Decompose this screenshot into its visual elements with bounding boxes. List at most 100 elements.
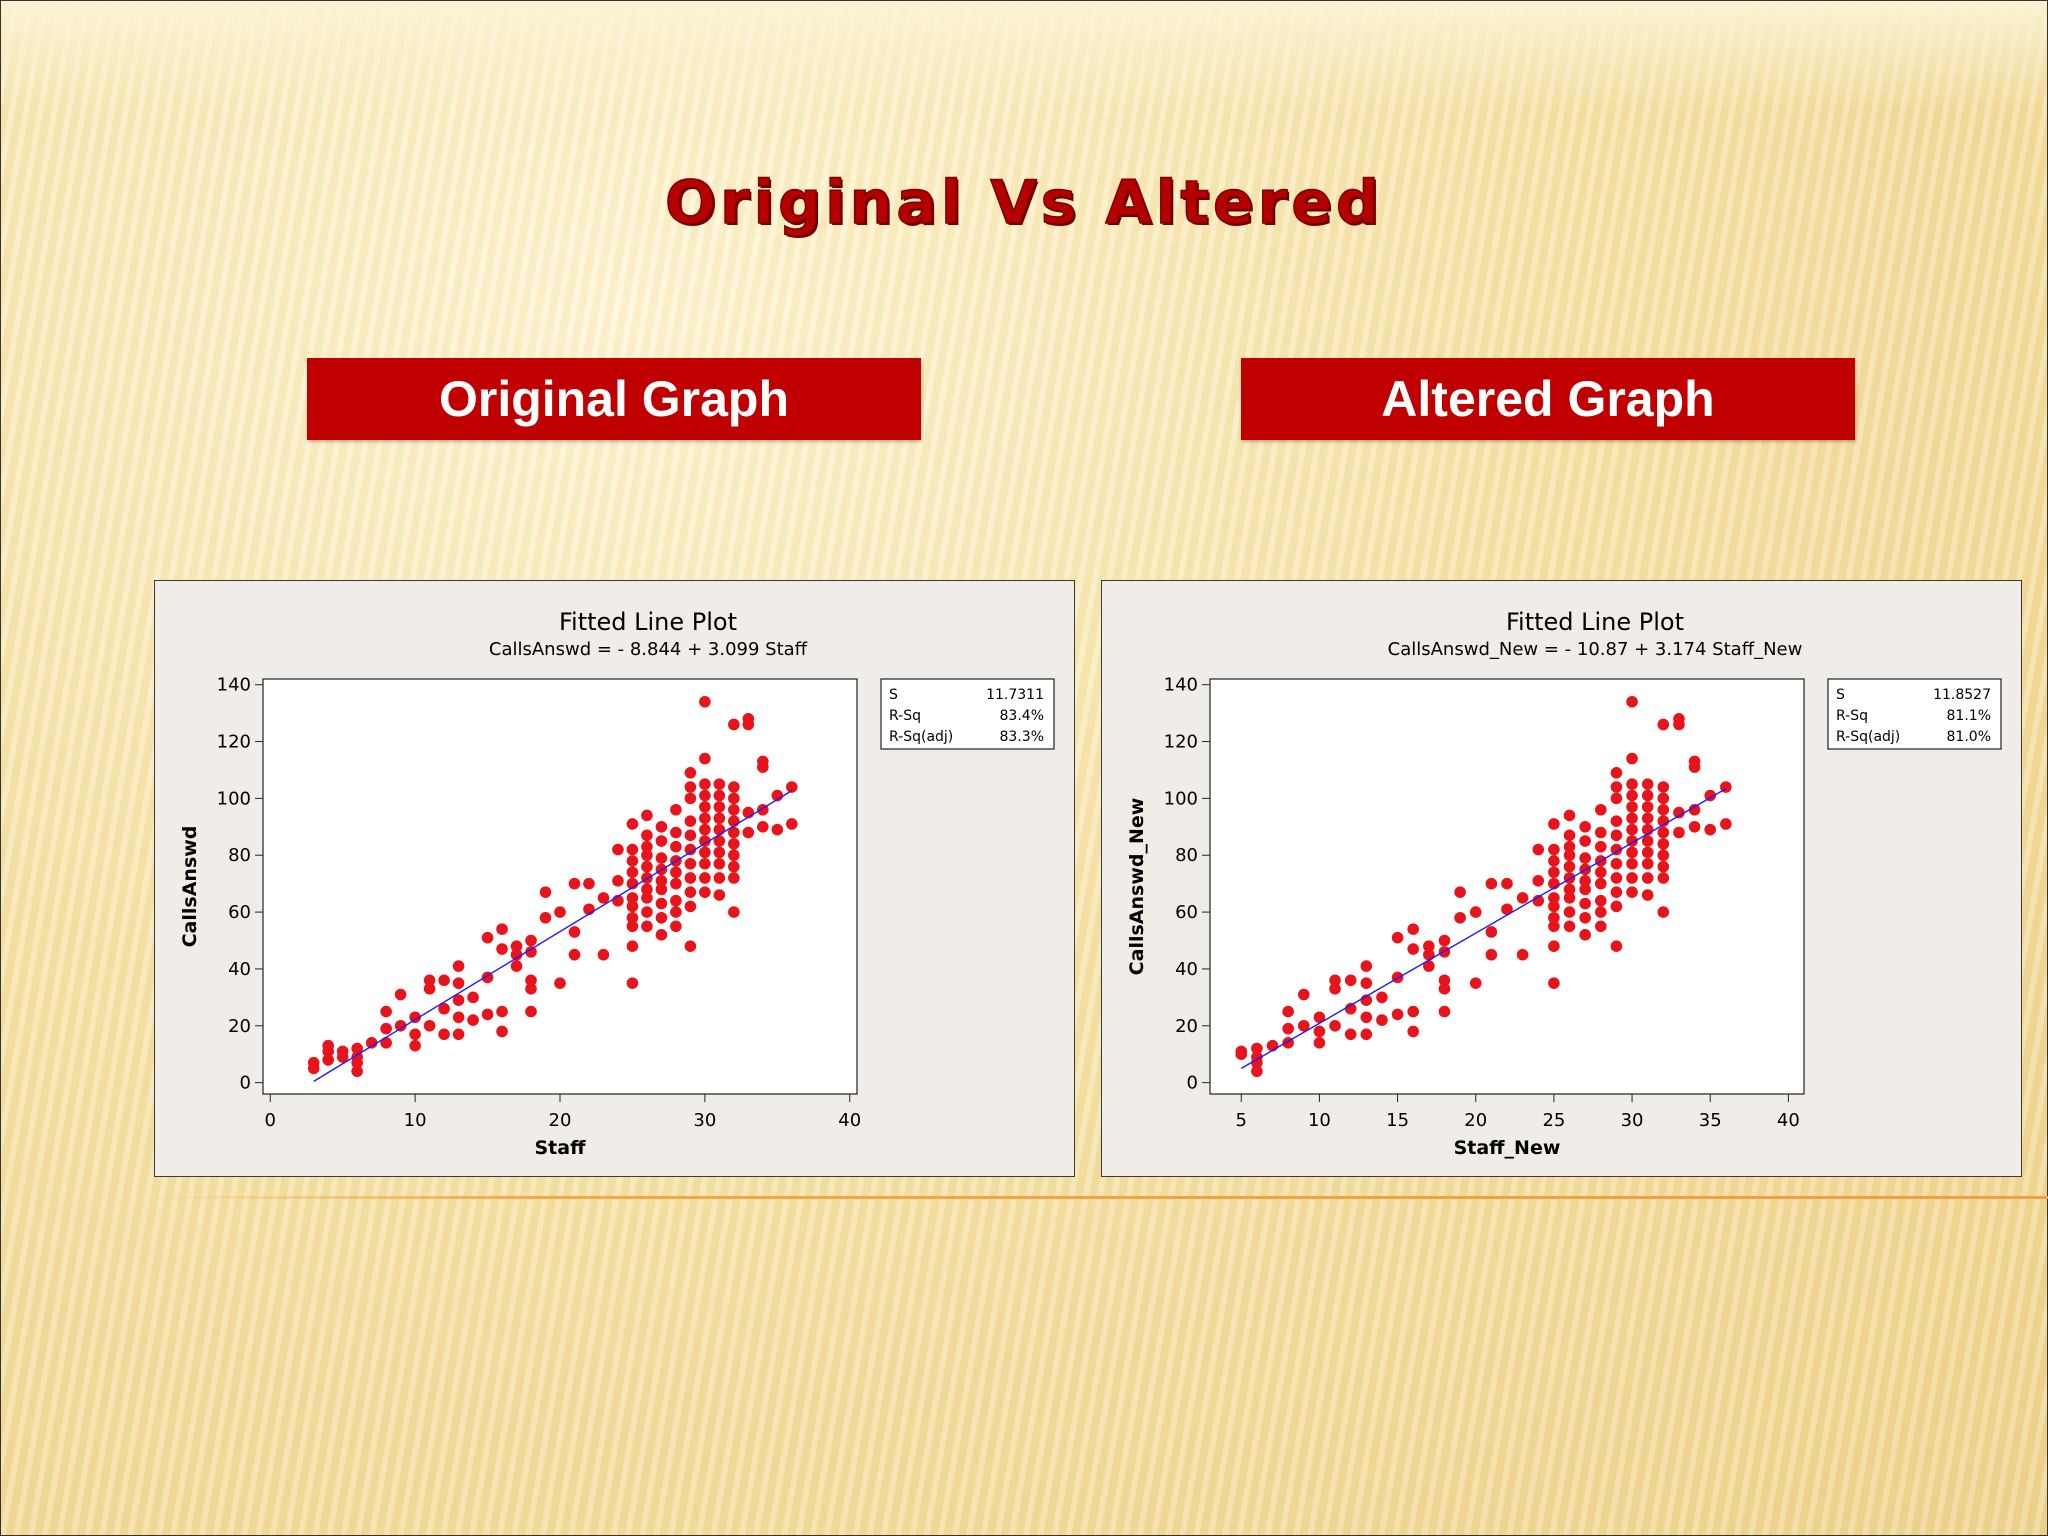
data-point [1594,803,1607,816]
data-point [1610,815,1623,827]
data-point [641,829,653,842]
data-point [452,977,465,989]
data-point [1344,1002,1357,1015]
data-point [626,977,639,989]
y-tick-label: 0 [240,1073,251,1094]
data-point [1548,855,1560,867]
data-point [1563,892,1576,904]
data-point [1407,1005,1420,1018]
x-tick-label: 10 [1308,1110,1331,1131]
data-point [1626,812,1638,825]
data-point [1626,872,1638,884]
data-point [1548,977,1560,989]
chart-subtitle: CallsAnswd_New = - 10.87 + 3.174 Staff_N… [1388,639,1803,660]
data-point [1485,948,1498,961]
stats-value: 11.8527 [1933,687,1991,703]
data-point [728,803,740,816]
data-point [757,821,769,833]
stats-box [1827,678,2002,750]
x-axis-label: Staff [535,1137,587,1159]
data-point [1688,803,1701,816]
fitted-line [313,790,793,1082]
y-tick-label: 120 [217,732,251,753]
stats-value: 83.4% [1000,708,1044,724]
data-point [568,926,581,938]
data-point [409,1011,421,1024]
data-point [1641,778,1654,790]
data-point [699,823,711,836]
data-point [1563,920,1576,933]
divider-line [150,1196,2048,1199]
data-point [423,1019,436,1032]
y-tick-label: 140 [217,675,251,696]
stats-value: 11.7311 [986,687,1044,703]
data-points [307,695,798,1078]
data-point [423,974,436,987]
y-axis-label: CallsAnswd_New [1126,798,1148,976]
data-point [1454,886,1466,898]
data-point [641,809,653,822]
data-point [699,886,711,898]
data-point [655,929,668,941]
data-point [554,906,566,918]
data-point [1516,948,1529,961]
data-point [1657,838,1670,850]
data-point [699,801,711,813]
data-point [1673,718,1685,731]
x-tick-label: 0 [265,1110,276,1131]
data-point [1657,803,1670,816]
original-fitted-line-plot: Fitted Line Plot CallsAnswd = - 8.844 + 3… [179,608,1055,1159]
data-point [1438,1005,1451,1018]
data-point [351,1051,363,1063]
data-point [539,886,552,898]
data-point [452,960,465,972]
data-point [496,1005,508,1018]
data-point [612,875,624,887]
data-point [626,866,639,879]
data-point [1548,920,1560,933]
data-point [626,940,639,952]
y-tick-label: 0 [1187,1073,1198,1094]
data-point [713,872,726,884]
slide-title: Original Vs Altered [664,167,1383,239]
data-point [728,826,740,839]
data-point [481,1008,494,1021]
data-point [467,991,479,1004]
data-point [655,883,668,896]
data-point [1297,988,1310,1001]
data-point [728,718,740,731]
data-point [1610,792,1623,805]
data-point [670,877,682,890]
data-point [786,818,798,830]
data-point [1329,974,1341,987]
data-point [713,846,726,859]
data-point [641,840,653,853]
data-point [496,923,508,935]
altered-chart-panel: Fitted Line Plot CallsAnswd_New = - 10.87… [1101,580,2022,1177]
data-point [742,826,755,839]
data-point [365,1037,378,1049]
data-point [1563,849,1576,862]
data-point [568,877,581,890]
data-point [1376,991,1388,1004]
data-point [1407,1025,1420,1038]
data-point [1235,1045,1248,1058]
y-tick-label: 100 [1164,788,1198,809]
data-point [670,803,682,816]
altered-fitted-line-plot: Fitted Line Plot CallsAnswd_New = - 10.87… [1126,608,2002,1159]
data-point [1563,840,1576,853]
data-point [1673,806,1685,819]
x-tick-label: 15 [1386,1110,1409,1131]
data-point [1704,789,1717,802]
data-point [1594,826,1607,839]
data-point [684,767,697,779]
chart-subtitle: CallsAnswd = - 8.844 + 3.099 Staff [489,639,808,660]
x-tick-label: 30 [693,1110,716,1131]
stats-value: 81.1% [1947,708,1991,724]
data-point [1532,894,1545,907]
data-point [699,857,711,870]
data-point [1548,843,1560,856]
data-point [713,889,726,901]
data-point [1641,846,1654,859]
data-point [684,829,697,842]
